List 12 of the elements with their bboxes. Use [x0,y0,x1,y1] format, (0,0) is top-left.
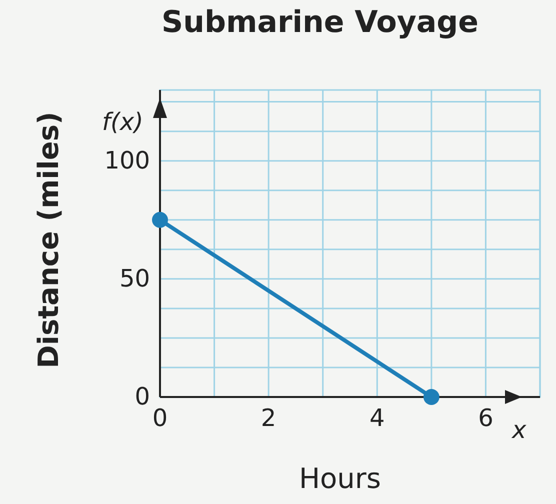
chart-title: Submarine Voyage [162,5,478,40]
y-tick-label: 100 [104,146,150,175]
x-tick-label: 2 [260,404,276,432]
text: f(x) [102,108,144,136]
y-axis-title: Distance (miles) [32,112,65,368]
x-tick-label: 0 [152,404,168,432]
x-tick-label: 4 [370,404,385,432]
x-axis-title: Hours [298,462,382,495]
y-tick-label: 50 [119,264,150,293]
x-tick-label: 6 [478,404,494,432]
y-tick-label: 0 [134,382,150,411]
text: x [511,416,527,444]
